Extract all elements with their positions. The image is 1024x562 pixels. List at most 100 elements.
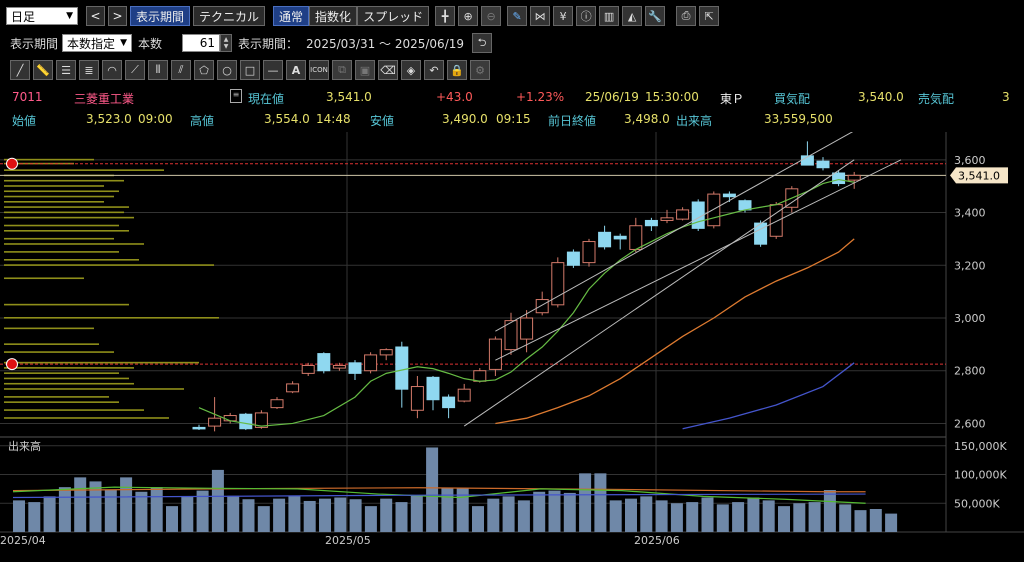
volume-bar: [563, 492, 576, 532]
spread-tab[interactable]: スプレッド: [357, 6, 430, 26]
volume-bar: [579, 473, 592, 532]
candle-body: [520, 317, 534, 340]
stock-name: 三菱重工業: [74, 92, 135, 106]
wrench-icon[interactable]: 🔧: [645, 6, 666, 26]
undo-icon[interactable]: ↶: [424, 60, 444, 80]
candle-body: [769, 204, 783, 237]
chart-type-icon[interactable]: ⋈: [530, 6, 551, 26]
volume-bar: [456, 488, 469, 532]
zoom-in-icon[interactable]: ⊕: [458, 6, 479, 26]
open-value: 3,523.0: [86, 112, 132, 126]
volume-bar: [670, 503, 683, 532]
fill-icon[interactable]: ◈: [401, 60, 421, 80]
horizontal-lines-icon[interactable]: ☰: [56, 60, 76, 80]
eraser-icon[interactable]: ⌫: [378, 60, 398, 80]
volume-bar: [181, 496, 194, 532]
volume-bar: [349, 499, 362, 532]
rectangle-icon[interactable]: □: [240, 60, 260, 80]
volume-profile-bar: [4, 237, 114, 240]
chevron-down-icon: ▼: [120, 38, 128, 48]
low-time: 09:15: [496, 112, 531, 126]
multi-bar-icon[interactable]: ▥: [599, 6, 620, 26]
zoom-out-icon[interactable]: ⊖: [481, 6, 502, 26]
volume-profile-bar: [4, 327, 94, 330]
settings-icon[interactable]: ⚙: [470, 60, 490, 80]
channel-icon[interactable]: ≣: [79, 60, 99, 80]
high-label: 高値: [190, 114, 215, 128]
volume-profile-bar: [4, 388, 184, 390]
vertical-lines-icon[interactable]: ⦀: [148, 60, 168, 80]
export-icon[interactable]: ⇱: [699, 6, 720, 26]
volume-bar: [273, 498, 286, 532]
document-icon[interactable]: ≡: [230, 89, 242, 103]
candle-body: [754, 222, 768, 245]
low-label: 安値: [370, 114, 395, 128]
ma-long-line: [682, 362, 855, 430]
low-value: 3,490.0: [442, 112, 488, 126]
candle-body: [395, 346, 409, 390]
volume-ma-short-line: [12, 486, 866, 504]
icon-stamp-icon[interactable]: ICON: [309, 60, 329, 80]
volume-bar: [426, 447, 439, 532]
date-tick-label: 2025/06: [634, 534, 680, 547]
crosshair-icon[interactable]: ╋: [435, 6, 456, 26]
prev-label: <: [90, 9, 101, 23]
volume-profile-bar: [4, 251, 119, 253]
spread-label: スプレッド: [363, 9, 424, 24]
volume-bar: [104, 490, 117, 532]
technical-button[interactable]: テクニカル: [193, 6, 266, 26]
volume-bar: [594, 473, 607, 532]
volume-bar: [716, 504, 729, 532]
stock-code: 7011: [12, 90, 43, 104]
count-stepper[interactable]: ▲ ▼: [220, 34, 233, 52]
normal-label: 通常: [279, 9, 304, 24]
ruler-icon[interactable]: 📏: [33, 60, 53, 80]
group-icon[interactable]: ▣: [355, 60, 375, 80]
lock-icon[interactable]: 🔒: [447, 60, 467, 80]
volume-profile-bar: [4, 216, 134, 219]
count-input[interactable]: 61: [182, 34, 221, 52]
volume-bar: [686, 502, 699, 532]
price-chart[interactable]: 2,600 2,800 3,000 3,200 3,400 3,600 3,541.0 50,…: [0, 132, 1024, 562]
view-period-button[interactable]: 表示期間: [130, 6, 191, 26]
horizontal-line-icon[interactable]: —: [263, 60, 283, 80]
volume-bar: [410, 495, 423, 532]
date-tick-label: 2025/05: [325, 534, 371, 547]
volume-profile-bar: [4, 158, 94, 161]
candle-body: [301, 364, 315, 374]
period-label: 表示期間: [10, 36, 59, 51]
volume-ma-long-line: [12, 493, 866, 499]
info-icon[interactable]: ⓘ: [576, 6, 597, 26]
trend-line-icon[interactable]: ╱: [10, 60, 30, 80]
text-icon[interactable]: A: [286, 60, 306, 80]
index-tab[interactable]: 指数化: [309, 6, 358, 26]
copy-icon[interactable]: ⧉: [332, 60, 352, 80]
candle-body: [660, 217, 674, 221]
price-tick-label: 3,000: [954, 312, 986, 325]
volume-bar: [839, 504, 852, 532]
price-tick-label: 3,200: [954, 259, 986, 272]
volume-ma-line: [12, 487, 866, 493]
pen-icon[interactable]: ✎: [507, 6, 528, 26]
mode-select[interactable]: 本数指定 ▼: [62, 34, 133, 52]
candle-body: [488, 338, 502, 370]
speed-lines-icon[interactable]: ⫽: [171, 60, 191, 80]
yen-icon[interactable]: ¥: [553, 6, 574, 26]
trend-line: [495, 132, 854, 332]
circle-icon[interactable]: ○: [217, 60, 237, 80]
candle-body: [286, 383, 300, 393]
print-icon[interactable]: ⎙: [676, 6, 697, 26]
candle-body: [239, 413, 253, 430]
area-chart-icon[interactable]: ◭: [622, 6, 643, 26]
fan-icon[interactable]: ◠: [102, 60, 122, 80]
period-select[interactable]: 日足 ▼: [6, 7, 78, 25]
volume-bar: [517, 500, 530, 532]
volume-bar: [502, 496, 515, 532]
prev-button[interactable]: <: [86, 6, 105, 26]
reset-icon[interactable]: ⮌: [472, 33, 493, 53]
next-button[interactable]: >: [108, 6, 127, 26]
pentagon-icon[interactable]: ⬠: [194, 60, 214, 80]
gann-icon[interactable]: ⟋: [125, 60, 145, 80]
normal-tab[interactable]: 通常: [273, 6, 310, 26]
current-value: 3,541.0: [326, 90, 372, 104]
